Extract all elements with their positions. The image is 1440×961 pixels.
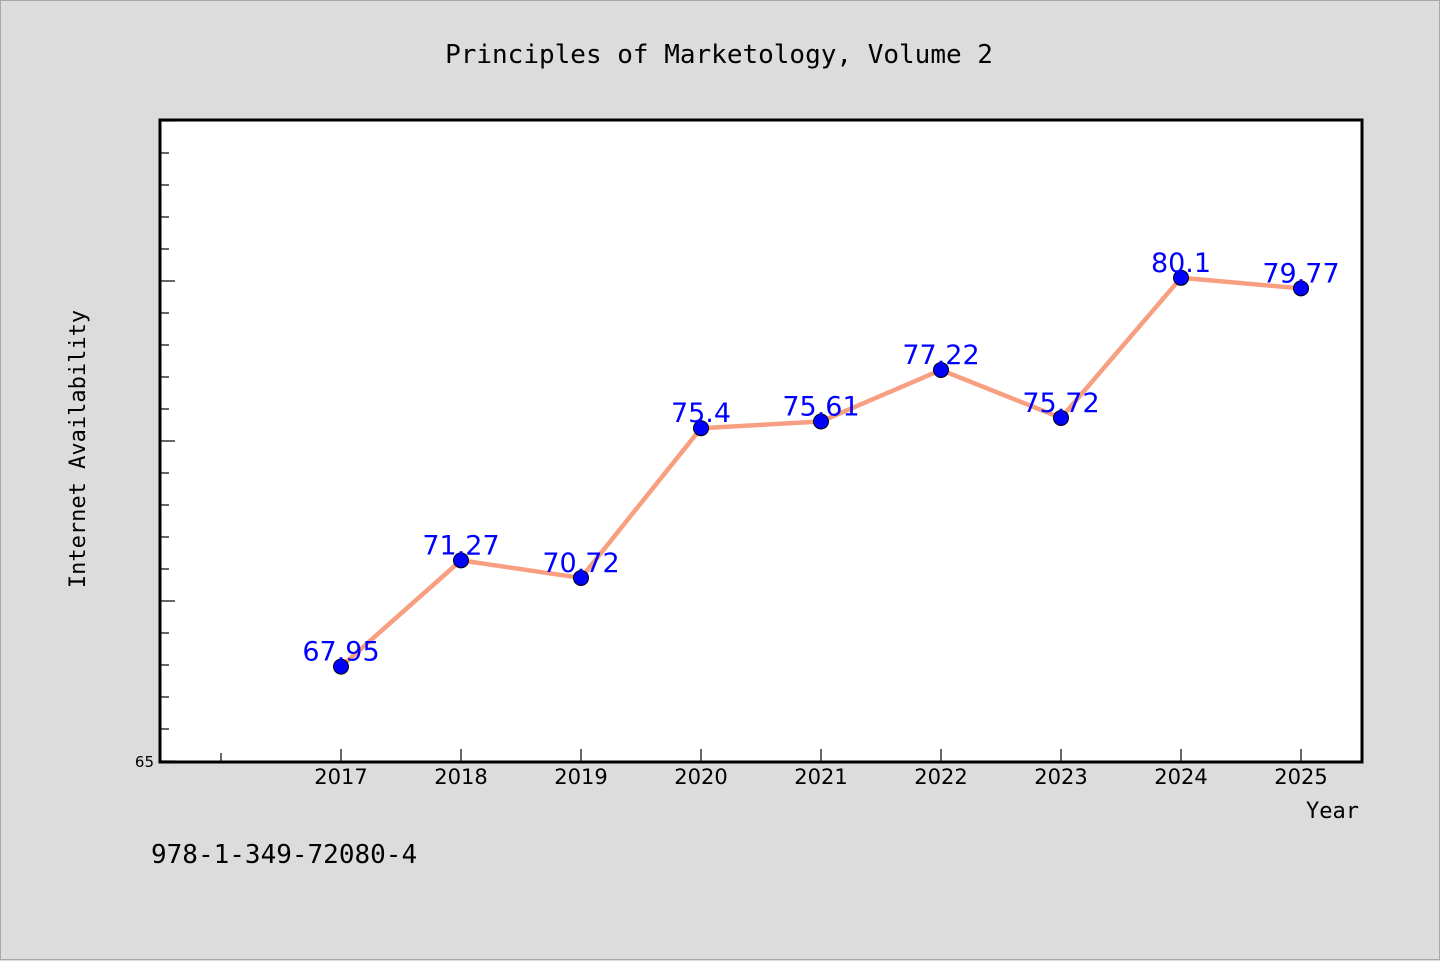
y-tick-label: 65	[135, 753, 154, 771]
x-axis-ticks: 2017 2018 2019 2020 2021 2022 2023 2024 2025	[220, 749, 1328, 789]
series-group	[333, 269, 1309, 675]
data-label: 67.95	[302, 637, 379, 668]
data-point	[453, 552, 469, 569]
data-label: 80.1	[1151, 248, 1211, 279]
chart-title: Principles of Marketology, Volume 2	[445, 40, 993, 70]
data-point	[813, 413, 829, 430]
data-label: 71.27	[422, 530, 499, 561]
data-label: 79.77	[1262, 258, 1339, 289]
x-tick-label: 2022	[914, 765, 967, 789]
data-label: 75.4	[671, 398, 731, 429]
y-axis-label: Internet Availability	[66, 310, 91, 588]
x-tick-label: 2021	[794, 765, 847, 789]
x-tick-label: 2018	[434, 765, 487, 789]
data-point	[1173, 269, 1189, 286]
x-tick-label: 2020	[674, 765, 727, 789]
data-label: 77.22	[902, 340, 979, 371]
x-axis-label: Year	[1306, 799, 1359, 824]
data-label: 70.72	[542, 548, 619, 579]
x-tick-label: 2025	[1274, 765, 1327, 789]
x-tick-label: 2017	[314, 765, 367, 789]
data-point	[573, 569, 589, 586]
x-tick-label: 2019	[554, 765, 607, 789]
x-tick-label: 2024	[1154, 765, 1207, 789]
data-point	[333, 658, 349, 675]
data-point	[1053, 409, 1069, 426]
data-labels: 67.95 71.27 70.72 75.4 75.61 77.22 75.72 80.1 79…	[302, 248, 1339, 668]
data-label: 75.72	[1022, 388, 1099, 419]
data-point	[933, 361, 949, 378]
x-tick-label: 2023	[1034, 765, 1087, 789]
data-point	[1293, 280, 1309, 297]
footnote: 978-1-349-72080-4	[151, 840, 417, 870]
plot-area	[158, 118, 1364, 764]
y-axis-ticks	[161, 120, 175, 762]
data-label: 75.61	[782, 391, 859, 422]
data-point	[693, 420, 709, 437]
